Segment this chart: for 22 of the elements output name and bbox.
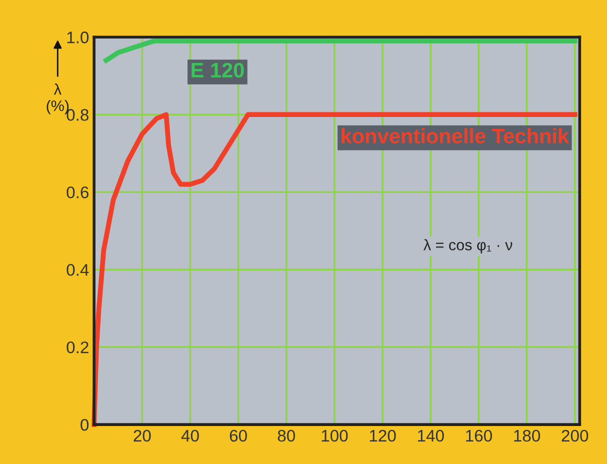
- series-label: konventionelle Technik: [342, 128, 570, 144]
- x-tick-label: 100: [322, 430, 348, 442]
- y-tick-label: 1.0: [67, 32, 89, 44]
- y-axis-title: λ (%): [46, 84, 69, 114]
- line-series: [92, 112, 578, 427]
- x-tick-label: 20: [134, 430, 151, 442]
- y-tick-label: 0.4: [66, 264, 89, 276]
- x-tick-label: 200: [562, 430, 588, 442]
- series-label: E 120: [192, 62, 244, 78]
- x-tick-label: 80: [278, 430, 296, 442]
- y-tick-label: 0.2: [66, 341, 88, 354]
- x-tick-label: 160: [466, 430, 492, 442]
- line-series: [104, 38, 578, 63]
- y-tick-label: 0: [80, 418, 89, 431]
- y-tick-label: 0.8: [66, 109, 88, 121]
- annotation: λ = cos φ₁ · ν: [424, 239, 512, 254]
- y-tick-label: 0.6: [66, 186, 88, 198]
- x-tick-label: 40: [181, 430, 199, 442]
- x-tick-label: 180: [514, 430, 540, 442]
- x-tick-label: 120: [370, 430, 396, 442]
- x-tick-label: 140: [418, 430, 444, 442]
- x-tick-label: 60: [230, 430, 247, 442]
